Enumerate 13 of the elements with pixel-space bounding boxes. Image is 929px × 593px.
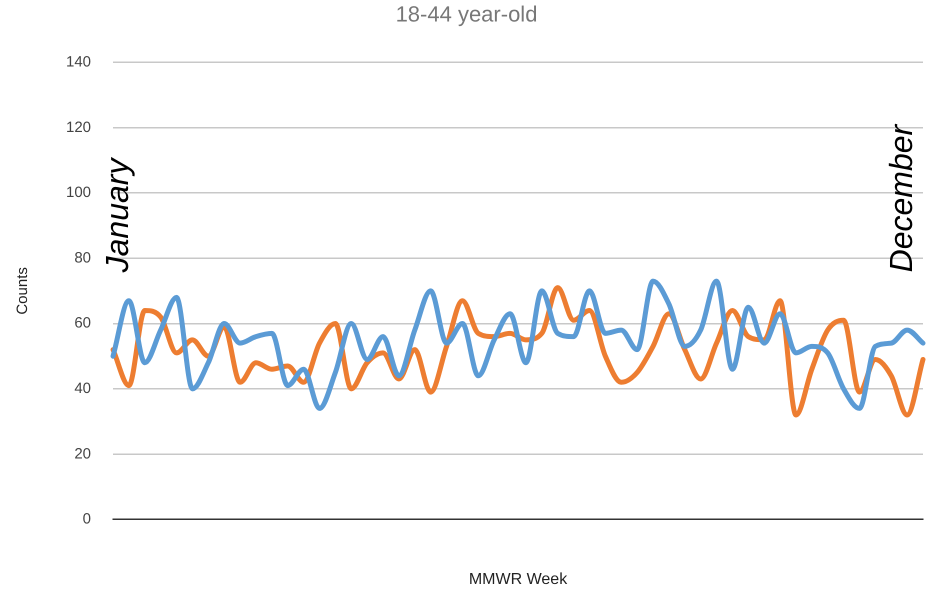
- y-tick-label: 60: [74, 314, 92, 332]
- y-axis-title: Counts: [14, 267, 32, 315]
- y-tick-label: 100: [66, 184, 92, 202]
- annotation: December: [882, 123, 919, 272]
- y-tick-label: 0: [82, 510, 92, 528]
- chart-title: 18-44 year-old: [396, 1, 538, 26]
- y-tick-label: 20: [74, 445, 92, 462]
- y-tick-label: 120: [66, 118, 92, 136]
- annotation: January: [98, 156, 135, 274]
- y-tick-label: 40: [74, 380, 92, 397]
- x-axis-title: MMWR Week: [468, 570, 568, 588]
- y-tick-label: 80: [74, 249, 92, 266]
- y-tick-label: 140: [66, 54, 92, 71]
